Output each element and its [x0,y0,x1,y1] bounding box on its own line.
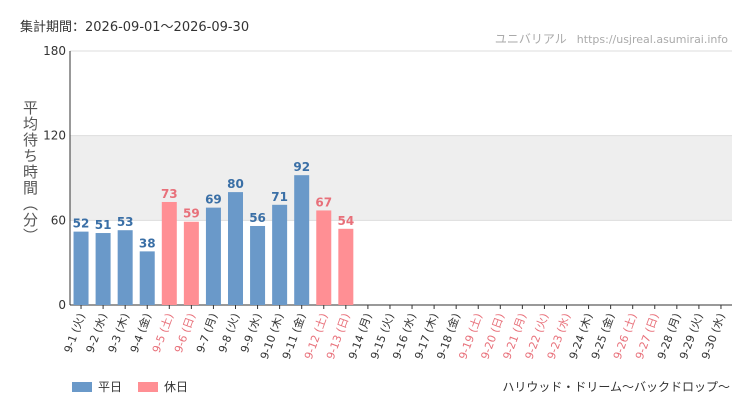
data-label: 56 [249,211,266,225]
bar [228,192,243,305]
site-name: ユニバリアル [494,32,567,46]
bar [117,230,133,305]
data-label: 67 [315,195,332,209]
data-label: 71 [271,190,288,204]
data-label: 80 [227,177,244,191]
y-tick-label: 0 [58,298,66,312]
bar [205,207,221,305]
legend-weekday-label: 平日 [98,380,123,394]
bar [294,175,310,305]
bar [161,201,177,305]
legend-holiday: 休日 [138,378,188,395]
data-label: 54 [337,214,354,228]
data-label: 53 [117,215,134,229]
bar [73,231,89,305]
data-label: 51 [95,218,112,232]
legend-weekday-swatch [72,381,92,392]
bar [183,221,199,305]
bar [338,228,354,305]
site-credit: ユニバリアル https://usjreal.asumirai.info [495,30,728,47]
bar [95,233,111,305]
y-tick-label: 120 [43,129,66,143]
data-label: 92 [293,160,310,174]
bar [272,204,288,305]
data-label: 69 [205,193,222,207]
bar [316,210,332,305]
data-label: 59 [183,207,200,221]
attraction-name: ハリウッド・ドリーム～バックドロップ～ [502,380,730,394]
y-axis-label: 平均待ち時間（分） [21,100,39,244]
bar [139,251,155,305]
shaded-band [70,135,732,221]
y-tick-label: 180 [43,44,66,58]
site-url: https://usjreal.asumirai.info [576,33,728,46]
legend-weekday: 平日 [72,378,122,395]
bar [250,225,266,305]
legend-holiday-swatch [138,381,159,392]
data-label: 73 [161,187,178,201]
collection-period: 集計期間：2026-09-01～2026-09-30 [20,20,250,35]
legend-holiday-label: 休日 [164,380,189,394]
data-label: 52 [73,217,90,231]
data-label: 38 [139,236,156,250]
legend: 平日 休日 [72,378,188,395]
y-tick-label: 60 [51,213,66,227]
